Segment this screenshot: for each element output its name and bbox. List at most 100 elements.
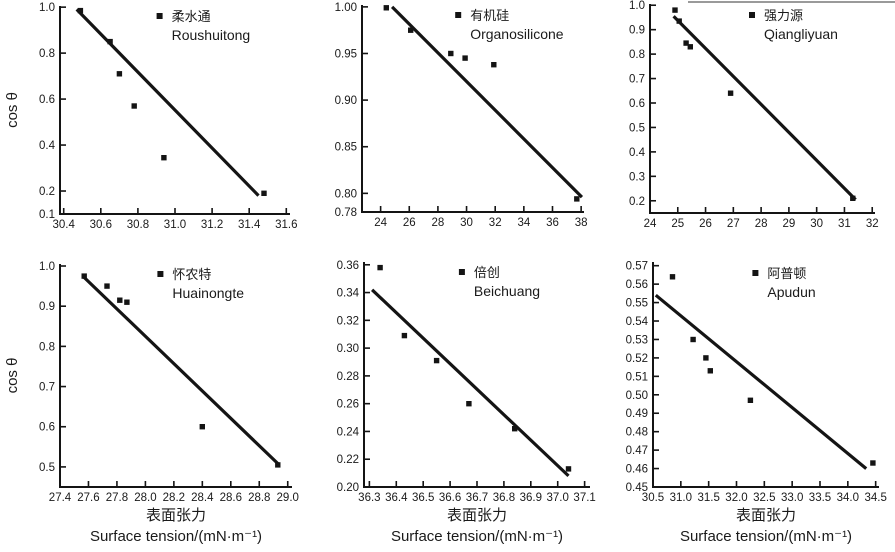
legend-marker (455, 12, 462, 18)
legend-name-cn: 有机硅 (470, 8, 509, 23)
legend-name-cn: 强力源 (764, 8, 803, 23)
y-tick-label: 0.49 (626, 408, 648, 420)
y-tick-label: 0.3 (629, 171, 645, 183)
y-tick-label: 0.20 (337, 482, 359, 494)
chart-apudun: 30.5 31.0 31.5 32.0 32.5 33.0 33.5 34.0 34.5 0.45… (626, 261, 887, 545)
chart-huainongte: 27.4 27.6 27.8 28.0 28.2 28.4 28.6 28.8 29.0 0.5 0… (4, 261, 299, 545)
legend-name-cn: 怀农特 (172, 267, 211, 282)
legend-name-cn: 柔水通 (172, 9, 211, 24)
y-tick-label: 0.8 (39, 48, 55, 60)
y-tick-label: 1.0 (629, 0, 645, 12)
data-point (131, 103, 137, 109)
x-tick-label: 32.5 (753, 492, 775, 504)
legend-name-en: Huainongte (172, 285, 244, 301)
chart-cell-beichuang: 36.3 36.4 36.5 36.6 36.7 36.8 36.9 37.0 37.1 0.20… (300, 250, 605, 552)
y-tick-label: 0.6 (629, 98, 645, 110)
data-point (850, 195, 856, 201)
data-point (81, 273, 87, 279)
y-tick-label: 0.5 (629, 122, 645, 134)
y-tick-label: 0.9 (39, 301, 55, 313)
y-tick-label: 0.54 (626, 316, 649, 328)
data-point (104, 283, 110, 289)
x-tick-label: 37.1 (573, 492, 595, 504)
fit-line (370, 288, 570, 478)
x-tick-label: 27 (727, 218, 740, 230)
data-point (462, 55, 468, 61)
legend-name-en: Beichuang (474, 283, 540, 299)
legend-name-en: Roushuitong (172, 27, 251, 43)
legend-marker (749, 12, 755, 18)
data-point (107, 38, 113, 45)
y-tick-label: 0.90 (335, 95, 357, 107)
chart-row-top: 30.4 30.6 30.8 31.0 31.2 31.4 31.6 0.1 0.2 0.4 0.6… (0, 0, 895, 250)
x-tick-label: 36.8 (493, 492, 515, 504)
y-tick-label: 0.78 (335, 207, 357, 219)
y-tick-label: 0.22 (337, 454, 359, 466)
y-tick-label: 0.9 (629, 25, 645, 37)
y-tick-label: 0.80 (335, 188, 357, 200)
x-tick-label: 27.8 (106, 492, 128, 504)
legend-name-en: Apudun (767, 284, 815, 300)
legend-name-en: Organosilicone (470, 26, 564, 42)
x-tick-label: 33.5 (809, 492, 831, 504)
data-point (433, 357, 440, 364)
x-tick-label: 31.0 (164, 219, 186, 231)
x-tick-label: 30 (810, 218, 823, 230)
data-point (124, 299, 130, 305)
legend-marker (156, 13, 163, 19)
y-tick-label: 0.1 (39, 209, 55, 221)
chart-cell-roushuitong: 30.4 30.6 30.8 31.0 31.2 31.4 31.6 0.1 0.2 0.4 0.6… (0, 0, 300, 250)
data-point (683, 40, 689, 46)
data-point (466, 401, 472, 407)
y-tick-label: 0.6 (39, 422, 55, 434)
y-tick-label: 0.6 (39, 94, 55, 106)
x-axis-title-en: Surface tension/(mN·m⁻¹) (680, 528, 852, 545)
chart-row-bottom: 27.4 27.6 27.8 28.0 28.2 28.4 28.6 28.8 29.0 0.5 0… (0, 250, 895, 552)
x-tick-label: 36.7 (466, 492, 488, 504)
y-tick-label: 0.7 (629, 74, 645, 86)
y-tick-label: 0.50 (626, 390, 648, 402)
x-tick-label: 30.4 (53, 219, 76, 231)
y-tick-label: 0.26 (337, 399, 359, 411)
x-tick-label: 34.0 (837, 492, 859, 504)
y-tick-label: 1.00 (335, 2, 357, 14)
y-tick-label: 0.36 (337, 260, 359, 272)
y-tick-label: 0.28 (337, 371, 359, 383)
y-tick-label: 0.34 (337, 288, 360, 300)
x-axis-title-en: Surface tension/(mN·m⁻¹) (90, 528, 262, 545)
x-axis-title-en: Surface tension/(mN·m⁻¹) (391, 528, 563, 545)
data-point (574, 196, 580, 202)
x-tick-label: 36 (546, 217, 559, 229)
x-tick-label: 25 (671, 218, 684, 230)
y-tick-label: 0.55 (626, 298, 648, 310)
x-tick-label: 29 (782, 218, 795, 230)
data-point (116, 71, 123, 77)
y-tick-label: 0.45 (626, 482, 648, 494)
x-tick-label: 30 (460, 217, 473, 229)
fit-line (390, 5, 584, 199)
legend-marker (752, 270, 759, 276)
data-point (275, 462, 281, 468)
x-tick-label: 31.2 (201, 219, 223, 231)
x-axis-title-cn: 表面张力 (736, 507, 796, 524)
chart-beichuang: 36.3 36.4 36.5 36.6 36.7 36.8 36.9 37.0 37.1 0.20… (337, 260, 596, 545)
y-tick-label: 0.8 (629, 49, 645, 61)
y-tick-label: 0.46 (626, 464, 648, 476)
data-point (448, 50, 454, 57)
data-point (491, 62, 497, 68)
x-tick-label: 26 (699, 218, 712, 230)
chart-cell-huainongte: 27.4 27.6 27.8 28.0 28.2 28.4 28.6 28.8 29.0 0.5 0… (0, 250, 300, 552)
data-point (690, 336, 696, 343)
x-tick-label: 28.8 (248, 492, 270, 504)
fit-line (672, 15, 857, 201)
x-tick-label: 31.0 (670, 492, 692, 504)
x-tick-label: 27.4 (49, 492, 72, 504)
y-tick-label: 1.0 (39, 261, 55, 273)
y-tick-label: 0.4 (629, 147, 646, 159)
data-point (669, 274, 676, 280)
chart-cell-apudun: 30.5 31.0 31.5 32.0 32.5 33.0 33.5 34.0 34.5 0.45… (605, 250, 895, 552)
x-tick-label: 37.0 (547, 492, 569, 504)
data-point (870, 460, 876, 466)
chart-cell-organosilicone: 24 26 28 30 32 34 36 38 0.78 0.80 0.85 0.90 0.95 1.00… (300, 0, 605, 250)
x-tick-label: 24 (644, 218, 657, 230)
